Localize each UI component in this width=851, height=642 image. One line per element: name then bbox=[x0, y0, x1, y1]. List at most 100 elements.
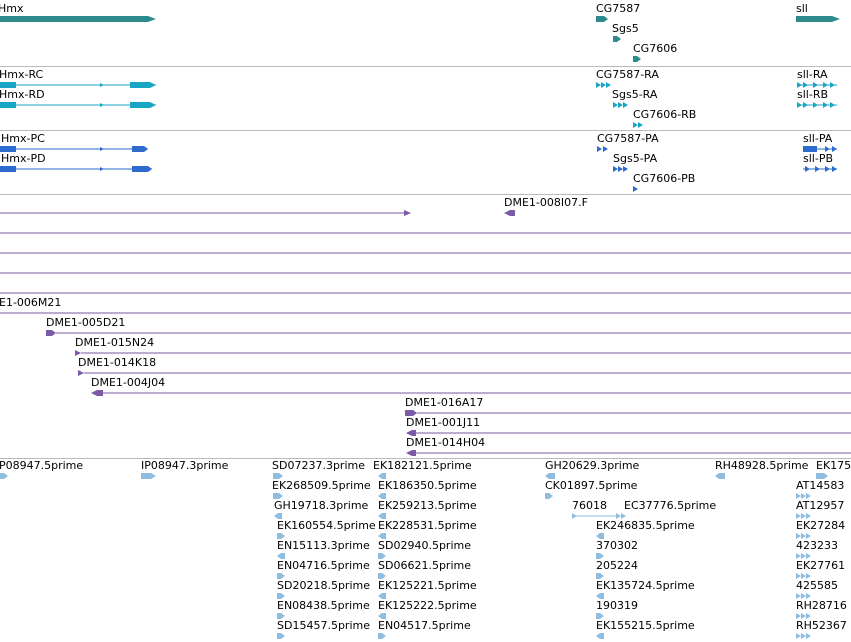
est-feature[interactable] bbox=[715, 472, 725, 480]
protein-feature[interactable] bbox=[803, 145, 839, 153]
est-feature[interactable] bbox=[277, 552, 285, 560]
est-feature[interactable] bbox=[796, 532, 812, 540]
feature-label: 205224 bbox=[596, 559, 638, 572]
est-feature[interactable] bbox=[596, 572, 604, 580]
est-feature[interactable] bbox=[796, 592, 812, 600]
gene-feature[interactable] bbox=[596, 15, 608, 23]
feature-label: SD20218.5prime bbox=[277, 579, 370, 592]
est-feature[interactable] bbox=[545, 472, 555, 480]
est-feature[interactable] bbox=[277, 592, 285, 600]
feature-label: EN04716.5prime bbox=[277, 559, 370, 572]
est-feature[interactable] bbox=[378, 632, 386, 640]
feature-label: GH19718.3prime bbox=[274, 499, 369, 512]
est-feature[interactable] bbox=[274, 512, 282, 520]
track-divider bbox=[0, 130, 851, 131]
transcript-feature[interactable] bbox=[0, 101, 156, 109]
est-feature[interactable] bbox=[596, 552, 604, 560]
clone-feature[interactable] bbox=[405, 409, 851, 417]
est-feature[interactable] bbox=[277, 612, 285, 620]
feature-label: EK135724.5prime bbox=[596, 579, 695, 592]
est-feature[interactable] bbox=[378, 572, 386, 580]
clone-line[interactable] bbox=[0, 229, 851, 237]
est-feature[interactable] bbox=[796, 492, 812, 500]
gene-feature[interactable] bbox=[796, 15, 840, 23]
protein-feature[interactable] bbox=[613, 165, 629, 173]
feature-label: 425585 bbox=[796, 579, 838, 592]
clones-track: DME1-008I07.F E1-006M21 DME1-005D21 DME1… bbox=[0, 195, 851, 458]
transcript-feature[interactable] bbox=[633, 121, 645, 129]
est-feature[interactable] bbox=[545, 492, 553, 500]
clone-feature[interactable] bbox=[406, 429, 851, 437]
est-feature[interactable] bbox=[596, 592, 604, 600]
clone-line[interactable] bbox=[0, 249, 851, 257]
feature-label: SD06621.5prime bbox=[378, 559, 471, 572]
clone-line[interactable] bbox=[0, 269, 851, 277]
est-feature[interactable] bbox=[277, 532, 285, 540]
clone-feature[interactable] bbox=[46, 329, 851, 337]
protein-feature[interactable] bbox=[0, 145, 150, 153]
feature-label: sll bbox=[796, 2, 808, 15]
est-feature[interactable] bbox=[378, 472, 386, 480]
est-feature[interactable] bbox=[141, 472, 157, 480]
clone-feature[interactable] bbox=[504, 209, 516, 217]
feature-label: CG7587-PA bbox=[597, 132, 659, 145]
feature-label: CG7606-RB bbox=[633, 108, 697, 121]
est-feature[interactable] bbox=[277, 632, 285, 640]
gene-feature[interactable] bbox=[0, 15, 156, 23]
clone-feature[interactable] bbox=[0, 209, 412, 217]
feature-label: SD02940.5prime bbox=[378, 539, 471, 552]
protein-feature[interactable] bbox=[803, 165, 839, 173]
gene-feature[interactable] bbox=[613, 35, 621, 43]
gene-feature[interactable] bbox=[633, 55, 641, 63]
est-feature[interactable] bbox=[596, 532, 604, 540]
est-feature[interactable] bbox=[277, 572, 285, 580]
feature-label: Hmx bbox=[0, 2, 24, 15]
feature-label: AT12957 bbox=[796, 499, 845, 512]
feature-label: DME1-016A17 bbox=[405, 396, 484, 409]
est-feature[interactable] bbox=[796, 632, 812, 640]
feature-label: sll-RB bbox=[797, 88, 829, 101]
clone-feature[interactable] bbox=[75, 349, 851, 357]
clone-feature[interactable] bbox=[406, 449, 851, 457]
feature-label: E1-006M21 bbox=[0, 296, 62, 309]
feature-label: Hmx-PD bbox=[1, 152, 46, 165]
transcript-feature[interactable] bbox=[613, 101, 629, 109]
est-feature[interactable] bbox=[572, 512, 630, 520]
proteins-track: Hmx-PC Hmx-PD CG7587-PA Sgs5-PA bbox=[0, 131, 851, 194]
clone-feature[interactable] bbox=[0, 309, 851, 317]
est-feature[interactable] bbox=[796, 612, 812, 620]
feature-label: CG7606-PB bbox=[633, 172, 696, 185]
transcript-feature[interactable] bbox=[797, 101, 837, 109]
est-feature[interactable] bbox=[273, 472, 285, 480]
clone-line[interactable] bbox=[0, 289, 851, 297]
protein-feature[interactable] bbox=[597, 145, 611, 153]
est-feature[interactable] bbox=[796, 552, 812, 560]
clone-feature[interactable] bbox=[78, 369, 851, 377]
feature-label: EK125222.5prime bbox=[378, 599, 477, 612]
est-feature[interactable] bbox=[378, 552, 386, 560]
est-feature[interactable] bbox=[378, 512, 386, 520]
est-feature[interactable] bbox=[816, 472, 830, 480]
est-feature[interactable] bbox=[378, 592, 386, 600]
est-feature[interactable] bbox=[796, 572, 812, 580]
feature-label: Sgs5-RA bbox=[612, 88, 658, 101]
protein-feature[interactable] bbox=[633, 185, 641, 193]
est-feature[interactable] bbox=[796, 512, 812, 520]
genes-track: Hmx CG7587 Sgs5 CG7606 sll bbox=[0, 0, 851, 66]
est-feature[interactable] bbox=[596, 612, 604, 620]
est-feature[interactable] bbox=[378, 612, 386, 620]
protein-feature[interactable] bbox=[0, 165, 154, 173]
feature-label: GH20629.3prime bbox=[545, 459, 640, 472]
est-feature[interactable] bbox=[596, 632, 604, 640]
transcript-feature[interactable] bbox=[596, 81, 612, 89]
est-feature[interactable] bbox=[273, 492, 283, 500]
transcript-feature[interactable] bbox=[0, 81, 156, 89]
feature-label: EN15113.3prime bbox=[277, 539, 370, 552]
clone-feature[interactable] bbox=[91, 389, 851, 397]
est-feature[interactable] bbox=[378, 532, 386, 540]
est-feature[interactable] bbox=[378, 492, 386, 500]
feature-label: CK01897.5prime bbox=[545, 479, 638, 492]
feature-label: CG7606 bbox=[633, 42, 678, 55]
est-feature[interactable] bbox=[0, 472, 8, 480]
transcript-feature[interactable] bbox=[797, 81, 837, 89]
